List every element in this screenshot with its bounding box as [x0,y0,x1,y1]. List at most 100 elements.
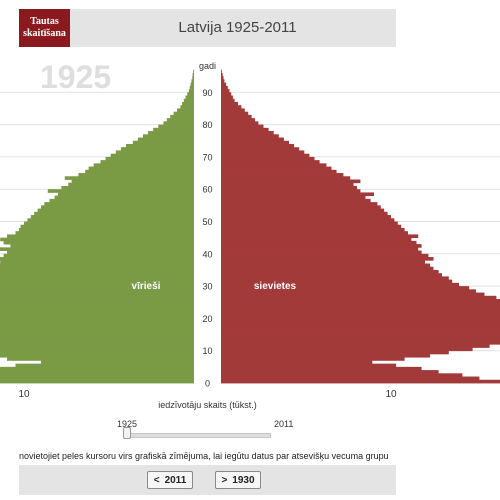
male-bar[interactable] [0,305,194,310]
female-bar[interactable] [221,289,476,293]
male-bar[interactable] [49,198,195,203]
female-bar[interactable] [221,350,449,355]
female-bar[interactable] [221,127,269,132]
female-bar[interactable] [221,185,357,190]
male-bar[interactable] [7,234,194,239]
female-bar[interactable] [221,182,354,187]
male-bar[interactable] [120,147,194,151]
female-bar[interactable] [221,215,391,219]
male-bar[interactable] [0,279,194,284]
female-bar[interactable] [221,198,371,203]
male-bar[interactable] [192,72,194,77]
female-bar[interactable] [221,370,439,374]
male-bar[interactable] [0,286,194,290]
male-bar[interactable] [180,105,194,109]
female-bar[interactable] [221,240,417,245]
female-bar[interactable] [221,263,431,268]
male-bar[interactable] [177,108,194,113]
female-bar[interactable] [221,218,395,222]
male-bar[interactable] [3,240,194,245]
female-bar[interactable] [221,134,279,138]
female-bar[interactable] [221,166,332,171]
male-bar[interactable] [0,247,194,251]
male-bar[interactable] [166,118,194,122]
female-bar[interactable] [221,373,463,377]
male-bar[interactable] [24,221,194,226]
female-bar[interactable] [221,315,500,319]
female-bar[interactable] [221,331,500,335]
female-bar[interactable] [221,195,366,200]
male-bar[interactable] [0,311,194,316]
female-bar[interactable] [221,308,500,313]
male-bar[interactable] [47,189,194,193]
female-bar[interactable] [221,95,233,100]
male-bar[interactable] [190,82,194,87]
male-bar[interactable] [58,192,194,197]
male-bar[interactable] [0,341,194,345]
female-bar[interactable] [221,376,480,381]
male-bar[interactable] [0,299,194,303]
female-bar[interactable] [221,211,388,216]
female-bar[interactable] [221,179,361,184]
female-bar[interactable] [221,341,500,345]
female-bar[interactable] [221,101,238,106]
female-bar[interactable] [221,160,320,164]
female-bar[interactable] [221,202,378,206]
female-bar[interactable] [221,295,497,300]
female-bar[interactable] [221,273,442,277]
female-bar[interactable] [221,253,429,258]
male-bar[interactable] [105,156,194,161]
male-bar[interactable] [0,318,195,323]
male-bar[interactable] [18,227,195,232]
male-bar[interactable] [0,237,195,242]
male-bar[interactable] [187,92,194,96]
tautas-skaitisana-logo[interactable]: Tautas skaitīšana [19,9,70,47]
female-bar[interactable] [221,282,459,287]
female-bar[interactable] [221,237,412,242]
male-bar[interactable] [0,295,195,300]
female-bar[interactable] [221,89,230,93]
female-bar[interactable] [221,85,228,90]
female-bar[interactable] [221,302,500,306]
male-bar[interactable] [0,282,195,287]
female-bar[interactable] [221,82,227,87]
female-bar[interactable] [221,247,419,251]
female-bar[interactable] [221,311,500,316]
male-bar[interactable] [0,334,194,339]
male-bar[interactable] [0,344,194,348]
male-bar[interactable] [189,85,194,90]
female-bar[interactable] [221,260,425,264]
male-bar[interactable] [44,202,195,206]
male-bar[interactable] [68,182,194,187]
female-bar[interactable] [221,227,405,232]
female-bar[interactable] [221,305,500,310]
male-bar[interactable] [88,166,194,171]
male-bar[interactable] [15,231,195,235]
male-bar[interactable] [0,266,195,271]
male-bar[interactable] [30,215,194,219]
male-bar[interactable] [173,111,194,116]
male-bar[interactable] [10,244,195,248]
female-bar[interactable] [221,79,225,84]
male-bar[interactable] [41,205,194,209]
female-bar[interactable] [221,334,500,339]
female-bar[interactable] [221,363,397,368]
female-bar[interactable] [221,69,222,74]
female-bar[interactable] [221,140,289,145]
female-bar[interactable] [221,147,300,151]
male-bar[interactable] [0,350,194,355]
female-bar[interactable] [221,121,259,125]
male-bar[interactable] [0,370,194,374]
male-bar[interactable] [148,131,194,135]
female-bar[interactable] [221,379,500,384]
female-bar[interactable] [221,257,434,261]
male-bar[interactable] [100,160,195,164]
female-bar[interactable] [221,276,449,281]
female-bar[interactable] [221,176,351,180]
male-bar[interactable] [71,179,194,184]
female-bar[interactable] [221,150,305,155]
male-bar[interactable] [0,366,194,371]
male-bar[interactable] [170,114,194,119]
male-bar[interactable] [0,376,194,381]
